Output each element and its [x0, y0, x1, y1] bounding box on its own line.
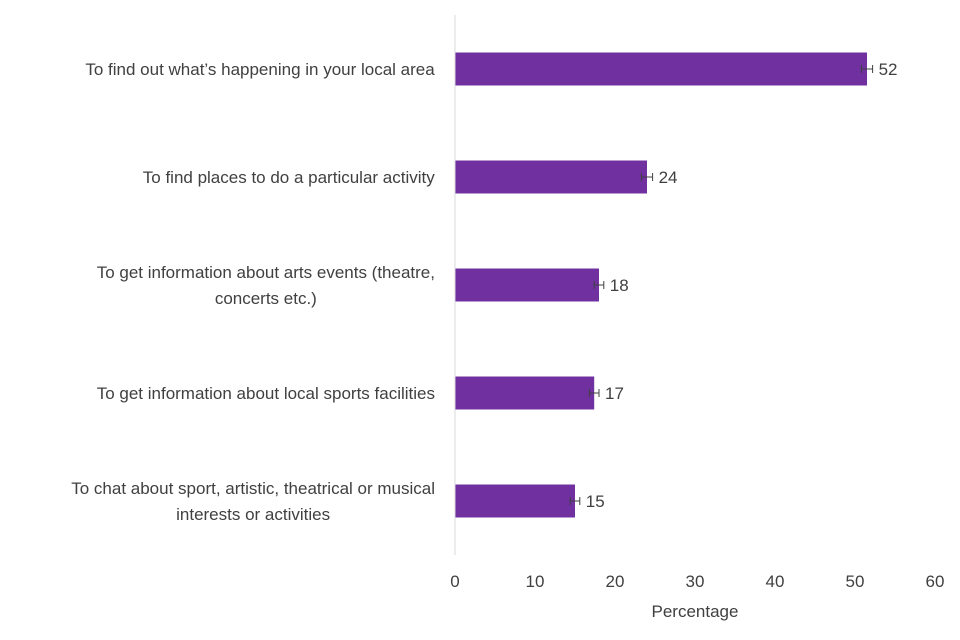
x-axis: 0 10 20 30 40 50 60: [450, 15, 944, 591]
x-tick-label: 30: [686, 572, 705, 591]
category-labels: To find out what’s happening in your loc…: [71, 60, 435, 524]
x-tick-label: 60: [926, 572, 945, 591]
category-label-line: To find out what’s happening in your loc…: [85, 60, 435, 79]
category-label: To get information about local sports fa…: [97, 384, 435, 403]
bar: [455, 268, 599, 302]
category-label-line: To get information about arts events (th…: [97, 263, 435, 282]
data-label: 15: [586, 492, 605, 511]
data-label: 17: [605, 384, 624, 403]
category-label-line: To chat about sport, artistic, theatrica…: [71, 479, 435, 498]
category-label: To find out what’s happening in your loc…: [85, 60, 435, 79]
bar: [455, 160, 647, 194]
x-tick-label: 20: [606, 572, 625, 591]
x-tick-label: 50: [846, 572, 865, 591]
bars-layer: 52 24 18 17 15: [455, 52, 898, 518]
category-label: To get information about arts events (th…: [97, 263, 435, 308]
category-label-line: To find places to do a particular activi…: [143, 168, 435, 187]
category-label: To find places to do a particular activi…: [143, 168, 435, 187]
category-label-line: interests or activities: [176, 505, 330, 524]
x-tick-label: 0: [450, 572, 459, 591]
category-label-line: concerts etc.): [215, 289, 317, 308]
x-axis-title: Percentage: [652, 602, 739, 621]
x-tick-label: 40: [766, 572, 785, 591]
bar: [455, 484, 575, 518]
category-label: To chat about sport, artistic, theatrica…: [71, 479, 435, 524]
bar: [455, 376, 595, 410]
x-tick-label: 10: [526, 572, 545, 591]
data-label: 18: [610, 276, 629, 295]
category-label-line: To get information about local sports fa…: [97, 384, 435, 403]
data-label: 52: [879, 60, 898, 79]
data-label: 24: [659, 168, 678, 187]
bar: [455, 52, 867, 86]
